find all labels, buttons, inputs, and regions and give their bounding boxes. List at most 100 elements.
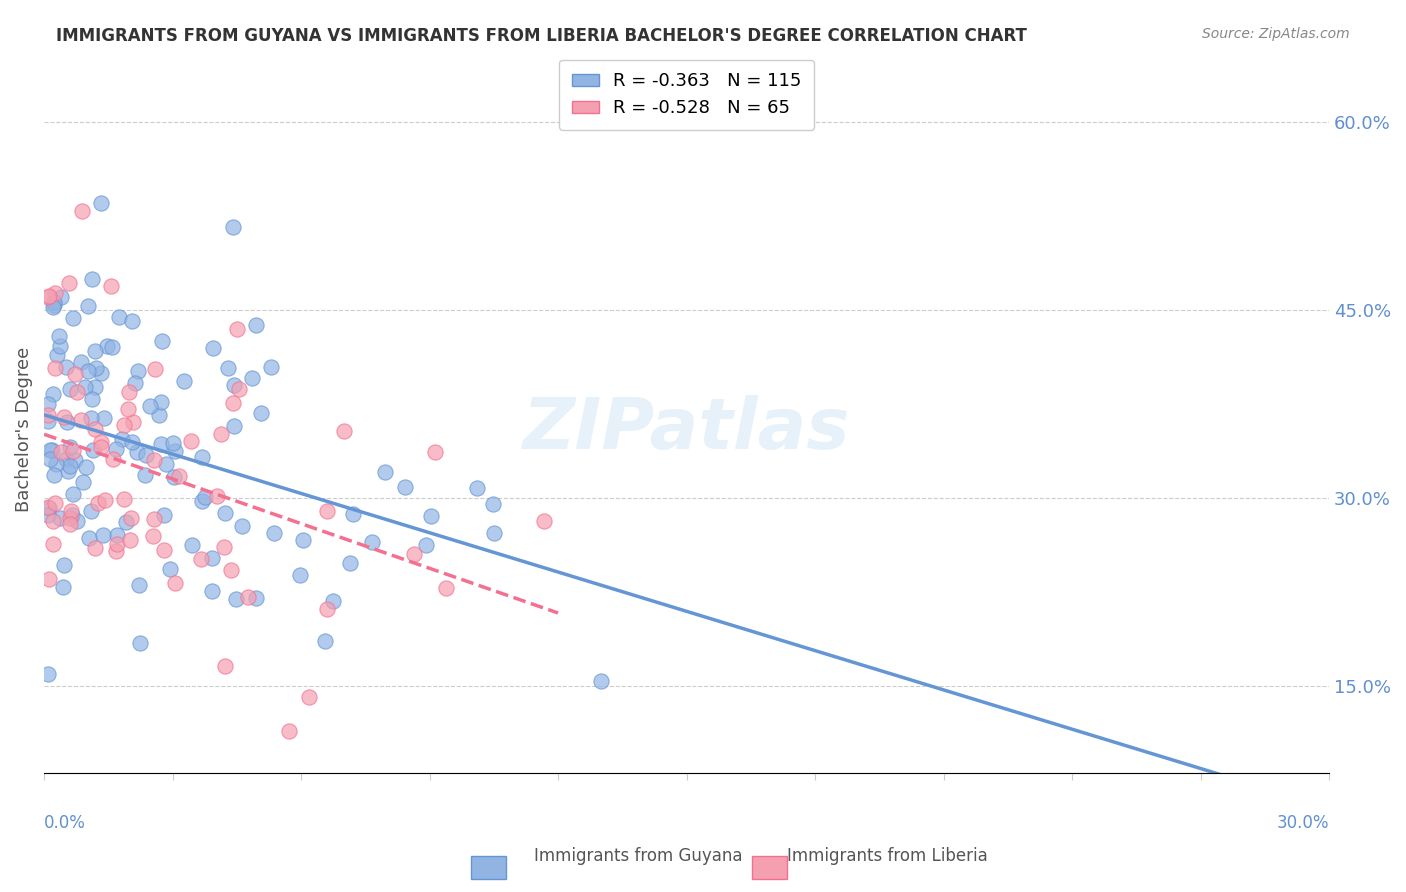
Point — [214, 506, 236, 520]
Point — [37, 508, 59, 523]
Point — [37, 500, 59, 515]
Point — [434, 582, 457, 596]
Point — [94, 492, 117, 507]
Point — [135, 448, 157, 462]
Point — [42, 298, 65, 312]
Point — [148, 408, 170, 422]
Point — [37, 408, 59, 422]
Point — [46, 348, 69, 362]
Point — [62, 443, 84, 458]
Point — [402, 548, 425, 562]
Point — [115, 515, 138, 529]
Point — [59, 459, 82, 474]
Point — [173, 374, 195, 388]
Point — [124, 376, 146, 390]
Point — [59, 382, 82, 396]
Point — [419, 509, 441, 524]
Point — [62, 487, 84, 501]
Point — [100, 279, 122, 293]
Point — [163, 444, 186, 458]
Point — [58, 276, 80, 290]
Point — [38, 572, 60, 586]
Point — [163, 576, 186, 591]
Point — [37, 667, 59, 681]
Point — [118, 384, 141, 399]
Point — [181, 539, 204, 553]
Point — [44, 286, 66, 301]
Point — [77, 531, 100, 545]
Point — [155, 457, 177, 471]
Point — [339, 556, 361, 570]
Point — [55, 415, 77, 429]
Point — [314, 633, 336, 648]
Point — [139, 400, 162, 414]
Point — [141, 529, 163, 543]
Text: Source: ZipAtlas.com: Source: ZipAtlas.com — [1202, 27, 1350, 41]
Point — [90, 196, 112, 211]
Point — [91, 528, 114, 542]
Point — [167, 468, 190, 483]
Point — [41, 300, 63, 314]
Point — [288, 567, 311, 582]
Point — [231, 519, 253, 533]
Point — [245, 318, 267, 332]
Point — [150, 437, 173, 451]
Point — [201, 583, 224, 598]
Point — [49, 339, 72, 353]
Point — [48, 329, 70, 343]
Point — [104, 544, 127, 558]
Y-axis label: Bachelor's Degree: Bachelor's Degree — [15, 346, 32, 512]
Point — [49, 445, 72, 459]
Point — [38, 500, 60, 515]
Point — [37, 396, 59, 410]
Point — [58, 510, 80, 524]
Point — [83, 421, 105, 435]
Point — [222, 219, 245, 234]
Point — [278, 724, 301, 739]
Point — [90, 440, 112, 454]
Point — [41, 442, 63, 457]
Point — [42, 387, 65, 401]
Point — [63, 453, 86, 467]
Text: 0.0%: 0.0% — [44, 814, 86, 832]
Point — [163, 470, 186, 484]
Point — [209, 426, 232, 441]
Point — [39, 442, 62, 457]
Point — [70, 355, 93, 369]
Point — [202, 341, 225, 355]
Point — [55, 452, 77, 467]
Point — [59, 440, 82, 454]
Point — [87, 496, 110, 510]
Point — [228, 382, 250, 396]
Point — [90, 366, 112, 380]
Point — [465, 481, 488, 495]
Point — [224, 418, 246, 433]
Point — [55, 360, 77, 375]
Point — [245, 591, 267, 606]
Point — [291, 533, 314, 547]
Point — [62, 311, 84, 326]
Point — [83, 344, 105, 359]
Point — [127, 364, 149, 378]
Point — [82, 271, 104, 285]
Point — [103, 452, 125, 467]
Legend: R = -0.363   N = 115, R = -0.528   N = 65: R = -0.363 N = 115, R = -0.528 N = 65 — [560, 60, 814, 130]
Point — [44, 496, 66, 510]
Point — [143, 453, 166, 467]
Point — [83, 541, 105, 556]
Point — [205, 489, 228, 503]
Point — [42, 295, 65, 310]
Point — [72, 475, 94, 489]
Text: Immigrants from Guyana: Immigrants from Guyana — [534, 847, 742, 865]
Point — [105, 528, 128, 542]
Point — [93, 411, 115, 425]
Point — [298, 690, 321, 705]
Point — [333, 424, 356, 438]
Point — [219, 563, 242, 577]
Point — [316, 602, 339, 616]
Point — [194, 490, 217, 504]
Point — [120, 533, 142, 547]
Point — [42, 536, 65, 550]
Point — [143, 362, 166, 376]
Point — [125, 445, 148, 459]
